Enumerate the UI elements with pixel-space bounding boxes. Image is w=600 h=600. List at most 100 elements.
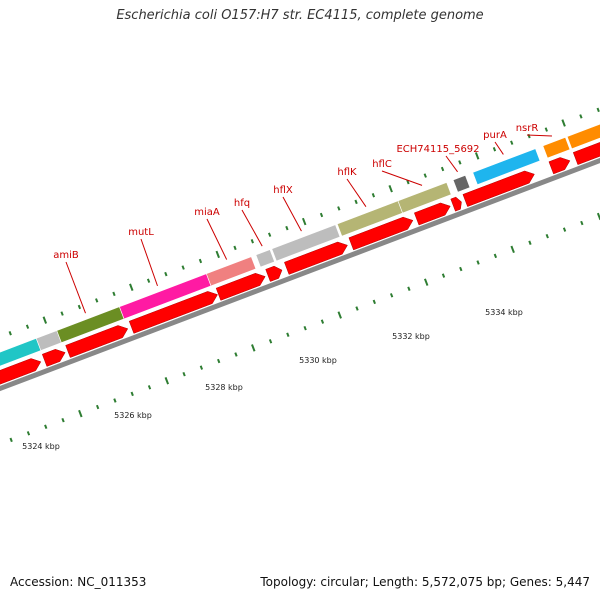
label-leaders: [65, 134, 552, 314]
gene-label-hflk: hflK: [337, 167, 357, 178]
scale-tick: [44, 424, 48, 429]
backbone-track: [0, 157, 600, 392]
cds-arrow: [128, 291, 218, 334]
scale-tick: [268, 339, 273, 344]
scale-tick: [285, 225, 289, 231]
kbp-label: 5332 kbp: [392, 332, 430, 341]
tick-track: [8, 107, 600, 443]
scale-tick: [476, 260, 480, 265]
scale-tick: [95, 404, 100, 410]
cds-arrow: [215, 273, 266, 301]
scale-tick: [596, 107, 600, 113]
gene-block-miaa: [205, 256, 257, 287]
scale-tick: [61, 417, 65, 423]
cds-arrow: [65, 325, 129, 358]
gene-track: [0, 123, 600, 367]
cds-track: [0, 142, 600, 385]
scale-tick: [129, 283, 134, 291]
cds-arrow: [548, 157, 571, 175]
scale-tick: [423, 173, 427, 178]
gene-label-hfq: hfq: [234, 198, 250, 209]
cds-arrow: [450, 196, 462, 212]
scale-tick: [251, 344, 256, 352]
scale-tick: [95, 298, 99, 303]
scale-tick: [302, 217, 307, 226]
scale-tick: [372, 299, 376, 305]
scale-tick: [130, 391, 134, 397]
scale-tick: [60, 311, 64, 316]
backbone-line: [0, 157, 600, 392]
leader-line: [282, 196, 302, 232]
scale-tick: [545, 233, 549, 239]
cds-arrow: [265, 265, 283, 282]
scale-tick: [303, 325, 307, 331]
gene-label-hflx: hflX: [273, 185, 293, 196]
gene-block-hflc: [397, 182, 452, 214]
scale-tick: [388, 184, 393, 193]
leader-line: [494, 141, 504, 155]
gene-label-pura: purA: [483, 130, 507, 141]
scale-tick: [9, 437, 13, 443]
gene-label-hflc: hflC: [372, 159, 392, 170]
cds-arrow: [348, 216, 414, 251]
kbp-scale: 5324 kbp 5326 kbp 5328 kbp 5330 kbp 5332 kbp…: [22, 308, 523, 451]
leader-line: [140, 238, 158, 287]
scale-tick: [510, 140, 514, 145]
gene-label-mutl: mutL: [128, 227, 154, 238]
scale-tick: [320, 319, 325, 324]
scale-tick: [267, 232, 272, 237]
gene-block-orange: [566, 123, 600, 150]
gene-block-hflx: [271, 224, 341, 262]
scale-tick: [337, 206, 341, 211]
scale-tick: [113, 398, 117, 403]
scale-tick: [406, 179, 410, 185]
scale-tick: [182, 371, 186, 377]
gene-block-ech74115_5692: [452, 174, 471, 193]
scale-tick: [510, 245, 515, 254]
scale-tick: [181, 265, 185, 270]
leader-line: [65, 261, 86, 314]
kbp-label: 5324 kbp: [22, 442, 60, 451]
scale-tick: [407, 286, 411, 291]
gene-labels: amiB mutL miaA hfq hflX hflK hflC ECH74115_5692…: [53, 123, 538, 261]
scale-tick: [250, 239, 254, 244]
scale-tick: [25, 324, 30, 329]
scale-tick: [286, 332, 290, 337]
scale-tick: [146, 278, 151, 283]
gene-label-miaa: miaA: [194, 207, 220, 218]
gene-block-hfq: [255, 249, 275, 268]
scale-tick: [77, 304, 82, 310]
gene-label-nsrr: nsrR: [516, 123, 539, 134]
scale-tick: [580, 220, 584, 226]
leader-line: [445, 155, 458, 173]
scale-tick: [458, 160, 462, 165]
kbp-label: 5330 kbp: [299, 356, 337, 365]
scale-tick: [389, 293, 394, 298]
scale-tick: [459, 266, 463, 272]
scale-tick: [233, 245, 237, 251]
cds-arrow: [572, 142, 600, 165]
scale-tick: [164, 271, 168, 277]
gene-label-ech74115_5692: ECH74115_5692: [396, 144, 479, 155]
leader-line: [346, 178, 367, 207]
scale-tick: [217, 358, 221, 364]
scale-tick: [164, 377, 170, 385]
scale-tick: [112, 291, 116, 297]
leader-line: [526, 134, 552, 137]
scale-tick: [319, 212, 324, 218]
scale-tick: [26, 431, 31, 436]
leader-line: [206, 218, 228, 260]
gene-block-pura: [472, 148, 541, 186]
scale-tick: [355, 306, 359, 311]
scale-tick: [199, 365, 204, 370]
scale-tick: [440, 166, 445, 172]
scale-tick: [562, 227, 567, 232]
scale-tick: [423, 278, 429, 286]
gene-block-nsrr: [542, 136, 571, 159]
leader-line: [241, 209, 263, 247]
genome-stats-text: Topology: circular; Length: 5,572,075 bp…: [260, 575, 590, 589]
gene-label-amib: amiB: [53, 250, 79, 261]
cds-arrow: [413, 202, 451, 226]
cds-arrow: [41, 349, 66, 367]
